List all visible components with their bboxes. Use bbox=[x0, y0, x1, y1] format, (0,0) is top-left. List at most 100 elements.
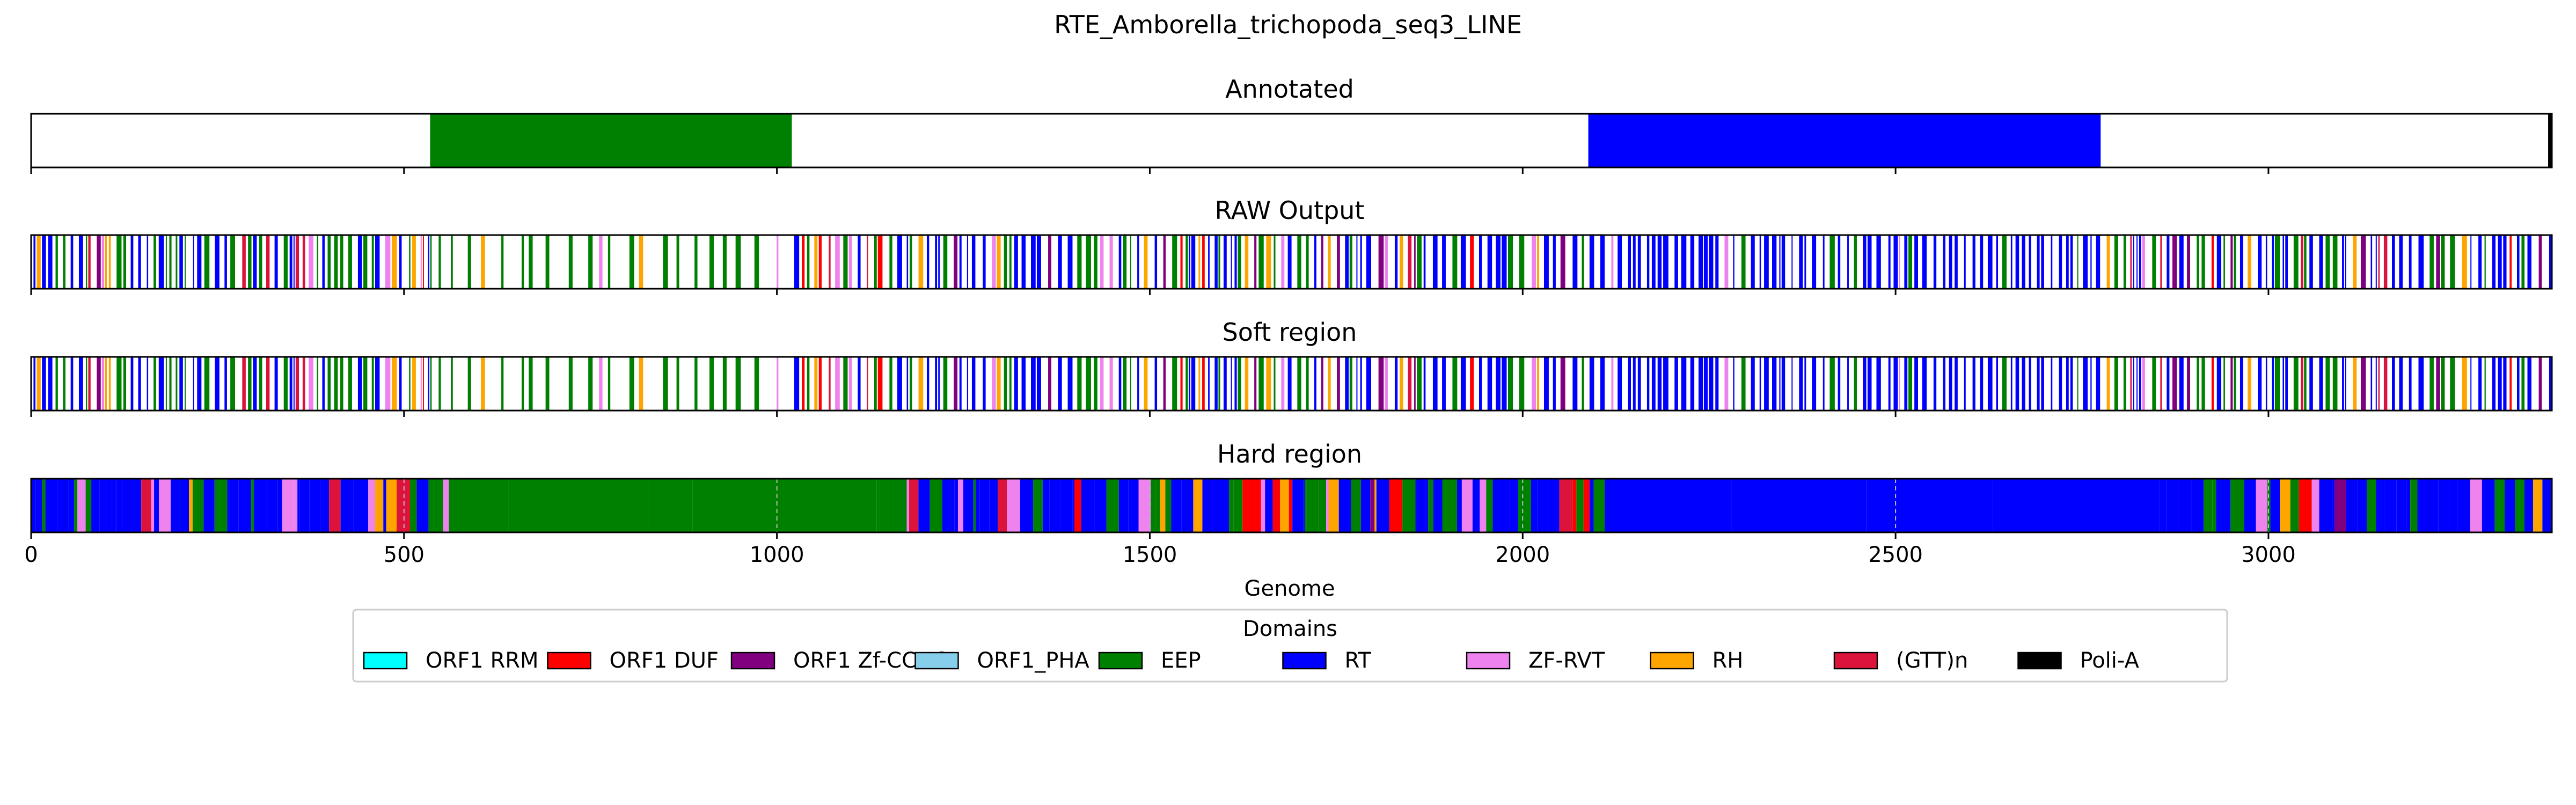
legend-entry: ORF1 RRM bbox=[363, 648, 539, 673]
domain-segment bbox=[1715, 357, 1719, 411]
domain-segment bbox=[1724, 357, 1729, 411]
domain-segment bbox=[2160, 235, 2162, 289]
domain-segment bbox=[1674, 235, 1678, 289]
domain-segment bbox=[1058, 235, 1062, 289]
domain-segment bbox=[1385, 357, 1388, 411]
domain-segment bbox=[2396, 479, 2407, 532]
domain-segment bbox=[1943, 235, 1945, 289]
domain-segment bbox=[2272, 235, 2274, 289]
domain-segment bbox=[357, 235, 362, 289]
domain-segment bbox=[935, 357, 938, 411]
domain-segment bbox=[1487, 235, 1492, 289]
domain-segment bbox=[835, 357, 840, 411]
domain-segment bbox=[1402, 479, 1416, 532]
domain-segment bbox=[2484, 357, 2486, 411]
domain-segment bbox=[1618, 357, 1622, 411]
domain-segment bbox=[2383, 235, 2388, 289]
domain-segment bbox=[309, 479, 320, 532]
domain-segment bbox=[1943, 357, 1945, 411]
domain-segment bbox=[1356, 357, 1358, 411]
domain-segment bbox=[2235, 479, 2244, 532]
domain-segment bbox=[1287, 235, 1292, 289]
domain-segment bbox=[1274, 235, 1276, 289]
domain-segment bbox=[1899, 357, 1900, 411]
domain-segment bbox=[2516, 235, 2520, 289]
domain-segment bbox=[1799, 357, 1803, 411]
domain-segment bbox=[1281, 357, 1285, 411]
domain-segment bbox=[2325, 235, 2330, 289]
domain-segment bbox=[1048, 357, 1052, 411]
domain-segment bbox=[1212, 479, 1224, 532]
domain-segment bbox=[438, 357, 441, 411]
domain-segment bbox=[1854, 357, 1857, 411]
domain-segment bbox=[1049, 479, 1060, 532]
legend-entry: ORF1_PHA bbox=[914, 648, 1089, 673]
domain-segment bbox=[420, 357, 422, 411]
domain-segment bbox=[1949, 357, 1952, 411]
domain-segment bbox=[2293, 357, 2299, 411]
domain-segment bbox=[2378, 235, 2380, 289]
domain-segment bbox=[1214, 357, 1218, 411]
domain-segment bbox=[1759, 235, 1761, 289]
domain-segment bbox=[1306, 357, 1309, 411]
domain-segment bbox=[340, 479, 354, 532]
domain-segment bbox=[971, 357, 976, 411]
domain-segment bbox=[2179, 235, 2184, 289]
domain-segment bbox=[481, 357, 485, 411]
domain-segment bbox=[1180, 357, 1183, 411]
domain-segment bbox=[1461, 479, 1473, 532]
domain-segment bbox=[1559, 479, 1573, 532]
domain-segment bbox=[2367, 479, 2376, 532]
domain-segment bbox=[1229, 479, 1234, 532]
domain-segment bbox=[175, 235, 178, 289]
domain-segment bbox=[2152, 235, 2156, 289]
domain-segment bbox=[1646, 235, 1650, 289]
domain-segment bbox=[1854, 235, 1857, 289]
domain-segment bbox=[1100, 357, 1104, 411]
domain-segment bbox=[1198, 357, 1201, 411]
domain-segment bbox=[1703, 235, 1708, 289]
domain-segment bbox=[1893, 357, 1898, 411]
domain-segment bbox=[123, 357, 127, 411]
domain-segment bbox=[2133, 357, 2134, 411]
legend-entry: ORF1 DUF bbox=[547, 648, 719, 673]
domain-segment bbox=[893, 479, 907, 532]
domain-segment bbox=[889, 479, 894, 532]
x-tick-label: 1000 bbox=[750, 543, 804, 567]
domain-segment bbox=[926, 235, 930, 289]
domain-segment bbox=[1703, 357, 1708, 411]
domain-segment bbox=[78, 235, 83, 289]
domain-segment bbox=[508, 479, 603, 532]
domain-segment bbox=[1394, 235, 1398, 289]
track-1 bbox=[30, 113, 2553, 174]
legend-frame bbox=[352, 609, 2228, 683]
domain-segment bbox=[814, 235, 818, 289]
domain-segment bbox=[91, 479, 100, 532]
domain-segment bbox=[754, 357, 759, 411]
domain-segment bbox=[1888, 357, 1891, 411]
domain-segment bbox=[1759, 357, 1761, 411]
domain-segment bbox=[976, 479, 980, 532]
domain-segment bbox=[391, 235, 397, 289]
domain-segment bbox=[1408, 357, 1412, 411]
domain-segment bbox=[2002, 357, 2007, 411]
domain-segment bbox=[353, 479, 355, 532]
domain-segment bbox=[2022, 235, 2025, 289]
domain-segment bbox=[989, 479, 998, 532]
domain-segment bbox=[1507, 235, 1513, 289]
x-tick-label: 3000 bbox=[2241, 543, 2296, 567]
x-tick-label: 1500 bbox=[1123, 543, 1177, 567]
domain-segment bbox=[2285, 357, 2288, 411]
domain-segment bbox=[1847, 235, 1849, 289]
domain-segment bbox=[1280, 479, 1287, 532]
domain-segment bbox=[105, 357, 107, 411]
domain-segment bbox=[467, 357, 471, 411]
domain-segment bbox=[967, 235, 969, 289]
domain-segment bbox=[1171, 479, 1182, 532]
domain-segment bbox=[97, 357, 101, 411]
domain-segment bbox=[867, 357, 868, 411]
domain-segment bbox=[1287, 479, 1289, 532]
domain-segment bbox=[85, 235, 87, 289]
domain-segment bbox=[1137, 357, 1139, 411]
domain-segment bbox=[801, 235, 805, 289]
